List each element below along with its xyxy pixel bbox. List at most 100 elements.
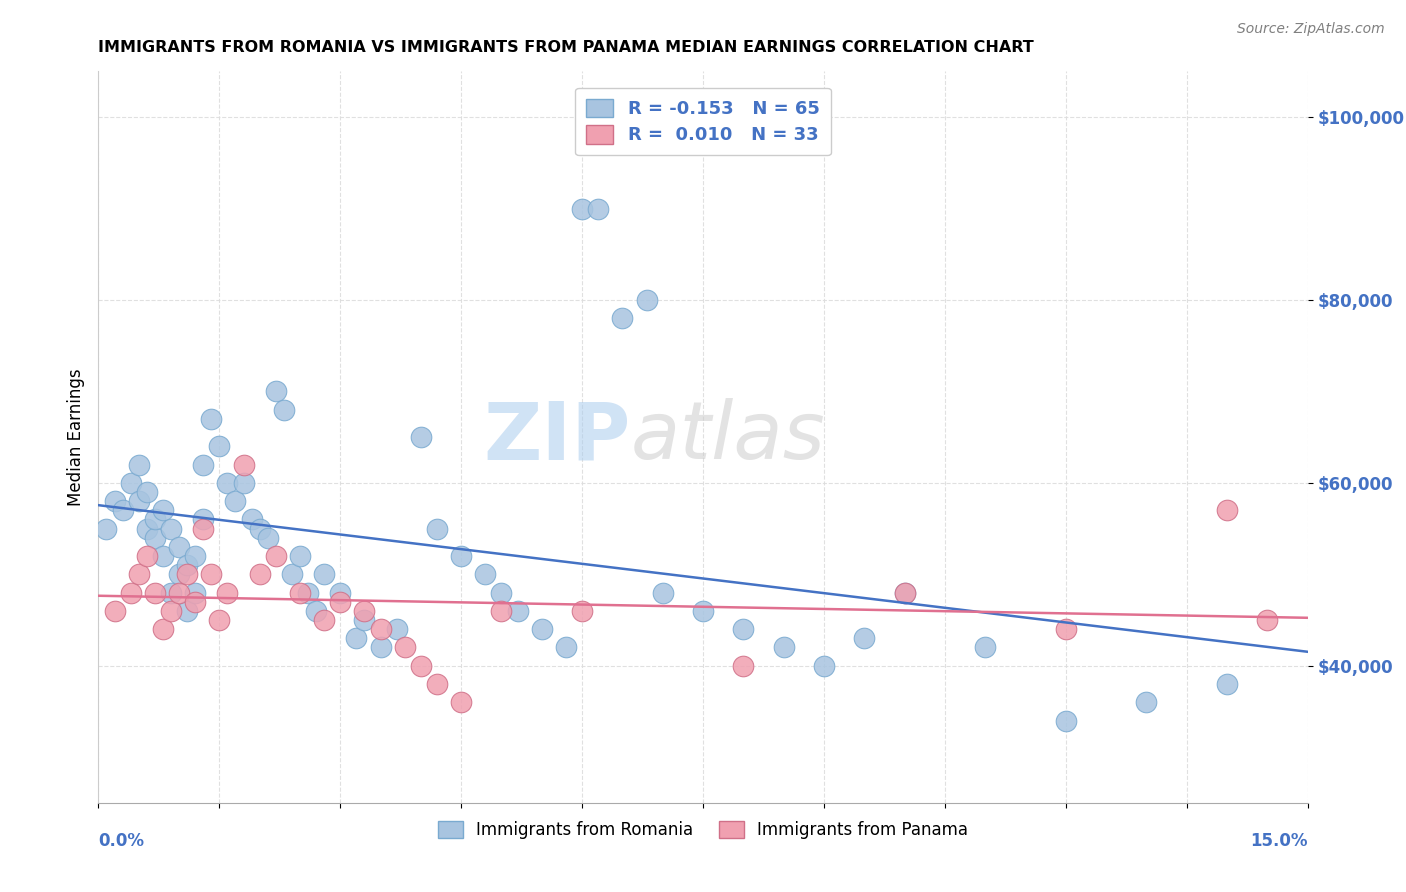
Point xyxy=(249,567,271,582)
Point xyxy=(111,503,134,517)
Point xyxy=(426,677,449,691)
Point xyxy=(329,585,352,599)
Point xyxy=(208,613,231,627)
Text: 15.0%: 15.0% xyxy=(1250,832,1308,850)
Point xyxy=(167,567,190,582)
Point xyxy=(193,458,215,472)
Point xyxy=(1216,503,1239,517)
Point xyxy=(314,613,336,627)
Point xyxy=(1054,714,1077,728)
Point xyxy=(128,567,150,582)
Text: ZIP: ZIP xyxy=(484,398,630,476)
Point xyxy=(409,430,432,444)
Point xyxy=(893,585,915,599)
Point xyxy=(1135,695,1157,709)
Point xyxy=(264,549,287,563)
Point xyxy=(772,640,794,655)
Point xyxy=(264,384,287,399)
Point xyxy=(232,458,254,472)
Point xyxy=(314,567,336,582)
Point xyxy=(491,585,513,599)
Point xyxy=(281,567,304,582)
Point xyxy=(394,640,416,655)
Point xyxy=(152,549,174,563)
Point xyxy=(152,622,174,636)
Point xyxy=(135,484,157,499)
Text: atlas: atlas xyxy=(630,398,825,476)
Point xyxy=(135,521,157,535)
Point xyxy=(426,521,449,535)
Point xyxy=(370,640,392,655)
Point xyxy=(353,604,375,618)
Text: Source: ZipAtlas.com: Source: ZipAtlas.com xyxy=(1237,22,1385,37)
Point xyxy=(120,585,142,599)
Point xyxy=(176,558,198,573)
Point xyxy=(612,311,634,326)
Point xyxy=(474,567,496,582)
Point xyxy=(813,658,835,673)
Point xyxy=(273,402,295,417)
Point xyxy=(733,658,755,673)
Point xyxy=(167,540,190,554)
Point xyxy=(160,521,183,535)
Point xyxy=(329,594,352,608)
Point xyxy=(193,512,215,526)
Point xyxy=(288,585,311,599)
Point xyxy=(586,202,609,216)
Point xyxy=(152,503,174,517)
Point xyxy=(571,202,593,216)
Point xyxy=(305,604,328,618)
Point xyxy=(1216,677,1239,691)
Point xyxy=(167,585,190,599)
Point xyxy=(249,521,271,535)
Point xyxy=(506,604,529,618)
Point xyxy=(450,549,472,563)
Point xyxy=(256,531,278,545)
Point xyxy=(491,604,513,618)
Point xyxy=(853,632,876,646)
Point xyxy=(160,585,183,599)
Point xyxy=(297,585,319,599)
Point xyxy=(128,458,150,472)
Point xyxy=(96,521,118,535)
Point xyxy=(1256,613,1278,627)
Point xyxy=(974,640,997,655)
Point xyxy=(636,293,658,307)
Point xyxy=(692,604,714,618)
Point xyxy=(370,622,392,636)
Point xyxy=(240,512,263,526)
Point xyxy=(193,521,215,535)
Point xyxy=(176,604,198,618)
Point xyxy=(353,613,375,627)
Point xyxy=(288,549,311,563)
Legend: Immigrants from Romania, Immigrants from Panama: Immigrants from Romania, Immigrants from… xyxy=(432,814,974,846)
Point xyxy=(1054,622,1077,636)
Point xyxy=(733,622,755,636)
Point xyxy=(200,411,222,425)
Point xyxy=(200,567,222,582)
Point xyxy=(128,494,150,508)
Y-axis label: Median Earnings: Median Earnings xyxy=(66,368,84,506)
Point xyxy=(120,475,142,490)
Point xyxy=(103,494,125,508)
Text: 0.0%: 0.0% xyxy=(98,832,145,850)
Point xyxy=(184,594,207,608)
Point xyxy=(344,632,367,646)
Point xyxy=(143,531,166,545)
Point xyxy=(224,494,246,508)
Point xyxy=(555,640,578,655)
Point xyxy=(135,549,157,563)
Point xyxy=(409,658,432,673)
Point xyxy=(232,475,254,490)
Point xyxy=(385,622,408,636)
Point xyxy=(184,549,207,563)
Point xyxy=(893,585,915,599)
Point xyxy=(176,567,198,582)
Point xyxy=(143,512,166,526)
Point xyxy=(208,439,231,453)
Point xyxy=(571,604,593,618)
Point xyxy=(143,585,166,599)
Point xyxy=(217,585,239,599)
Point xyxy=(530,622,553,636)
Point xyxy=(651,585,673,599)
